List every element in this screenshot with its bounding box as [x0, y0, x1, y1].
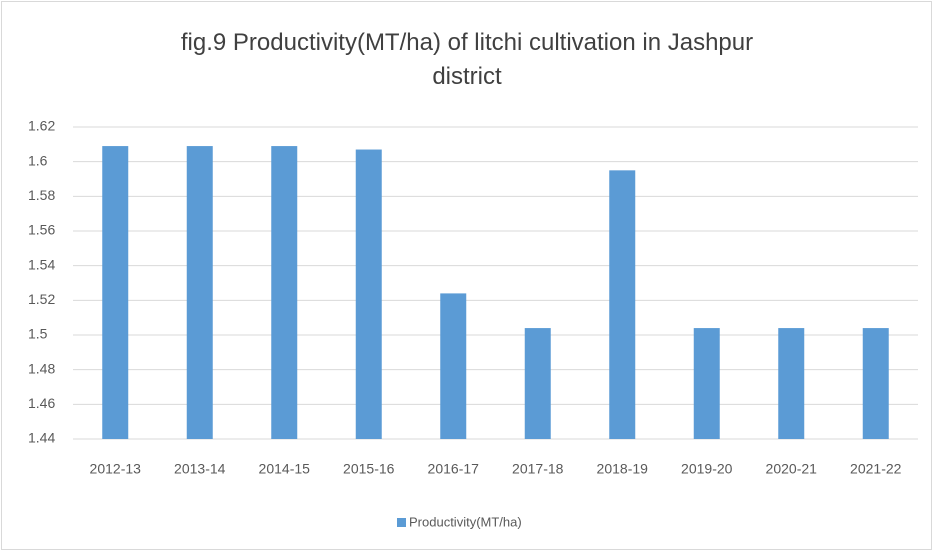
y-tick-label: 1.56 — [28, 222, 55, 238]
bar — [693, 328, 720, 439]
x-tick-label: 2020-21 — [766, 461, 818, 477]
y-tick-label: 1.5 — [28, 326, 48, 342]
x-tick-label: 2017-18 — [512, 461, 564, 477]
legend-label: Productivity(MT/ha) — [409, 514, 522, 529]
bar — [862, 328, 889, 439]
bar — [355, 149, 382, 440]
x-tick-label: 2014-15 — [259, 461, 311, 477]
y-tick-label: 1.48 — [28, 360, 55, 376]
x-tick-label: 2019-20 — [681, 461, 733, 477]
bar — [524, 328, 551, 439]
y-tick-label: 1.6 — [28, 152, 48, 168]
x-tick-label: 2015-16 — [343, 461, 395, 477]
x-tick-label: 2013-14 — [174, 461, 226, 477]
x-tick-label: 2012-13 — [90, 461, 142, 477]
x-tick-label: 2021-22 — [850, 461, 902, 477]
y-tick-label: 1.62 — [28, 118, 55, 134]
x-tick-label: 2018-19 — [597, 461, 649, 477]
y-tick-label: 1.58 — [28, 187, 55, 203]
bar — [102, 146, 129, 440]
y-tick-label: 1.52 — [28, 291, 55, 307]
y-tick-label: 1.54 — [28, 256, 55, 272]
chart-title: fig.9 Productivity(MT/ha) of litchi cult… — [180, 29, 754, 90]
x-tick-label: 2016-17 — [428, 461, 480, 477]
bar — [186, 146, 213, 440]
bar — [271, 146, 298, 440]
bar — [440, 293, 467, 439]
legend-swatch — [397, 518, 406, 527]
bar — [778, 328, 805, 439]
y-tick-label: 1.46 — [28, 395, 55, 411]
y-tick-label: 1.44 — [28, 430, 55, 446]
bar — [609, 170, 636, 440]
